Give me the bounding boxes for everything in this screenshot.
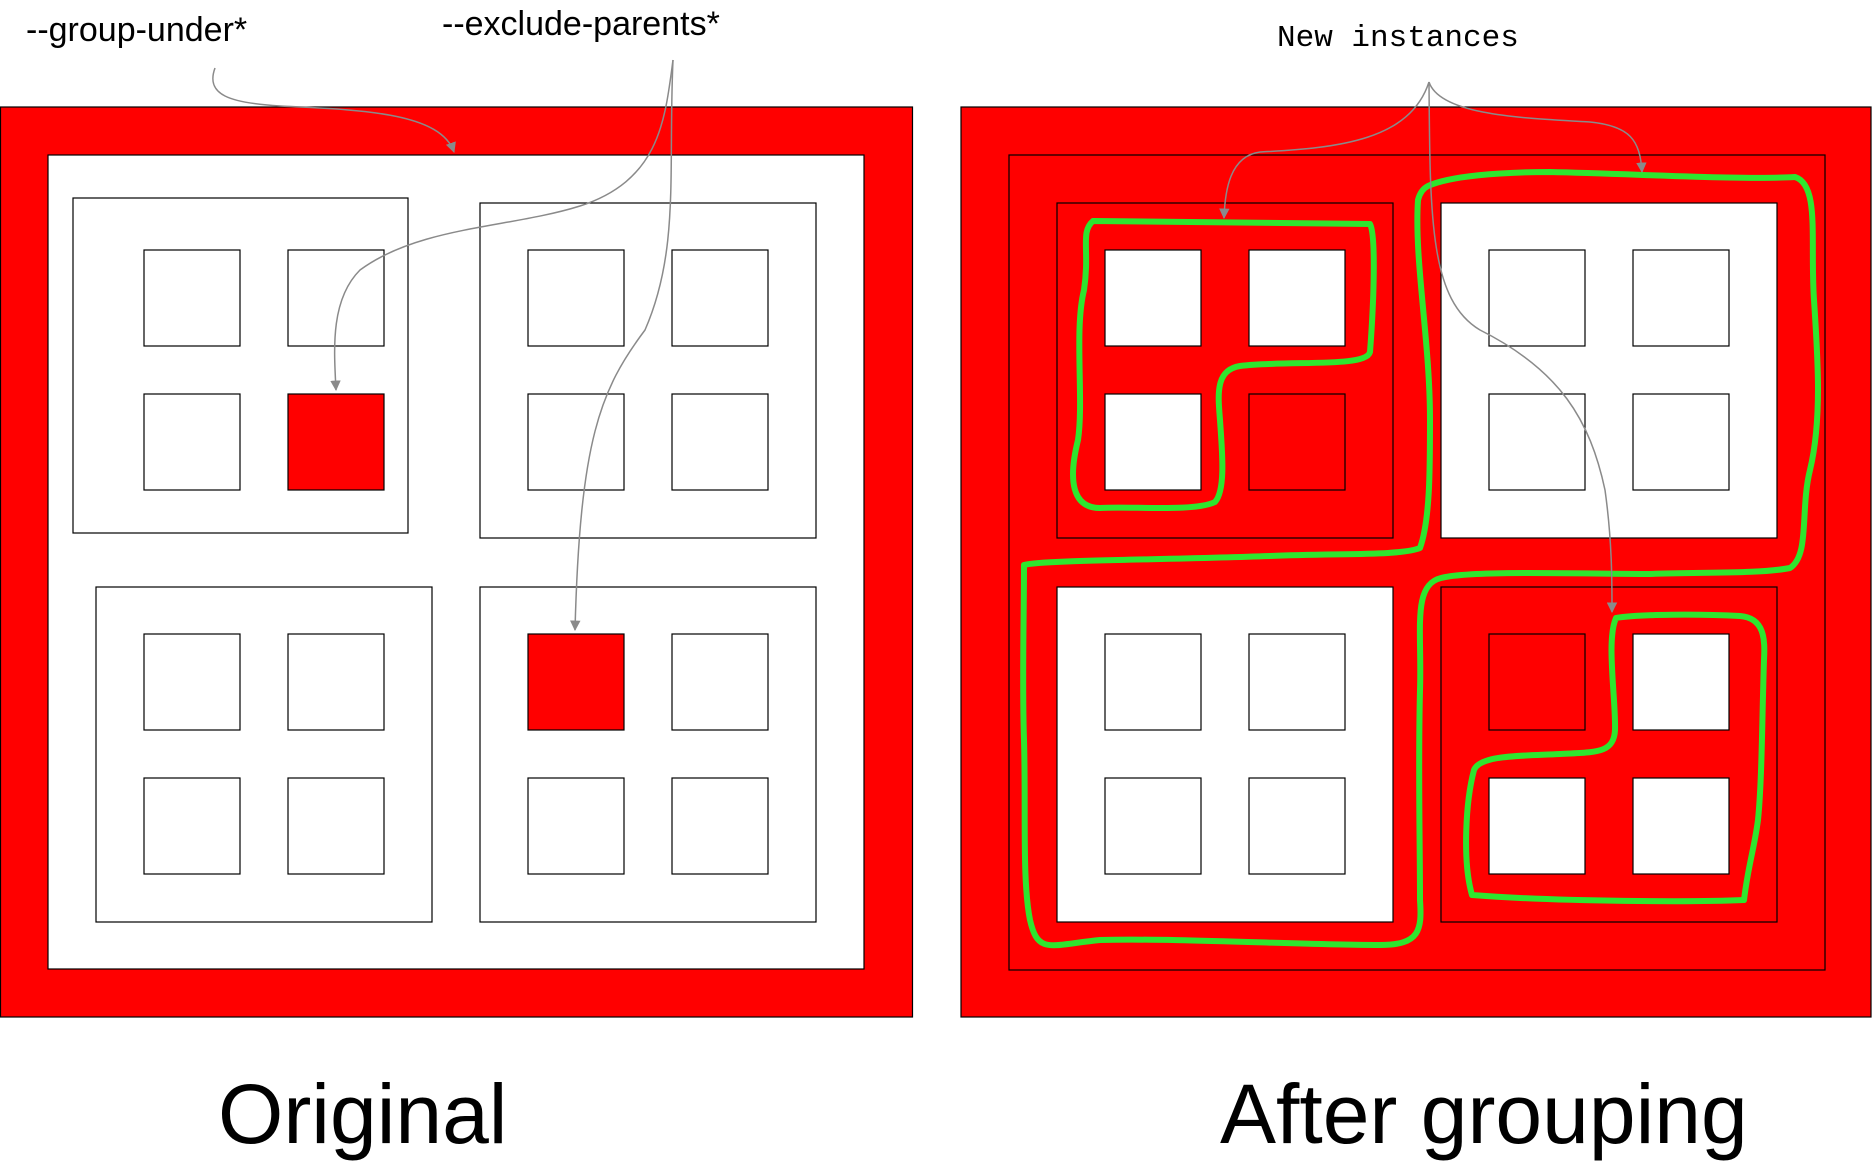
group-under-label: --group-under*: [26, 11, 247, 49]
leaf-instance: [287, 777, 385, 875]
leaf-instance: [527, 777, 625, 875]
leaf-instance: [1488, 777, 1586, 875]
original-group-bottom-left: [95, 586, 433, 923]
after-group-top-right: [1440, 202, 1778, 539]
annotation-arrows: [212, 59, 1647, 632]
original-panel: [0, 106, 914, 1018]
original-group-top-right: [479, 202, 817, 539]
leaf-instance: [1248, 777, 1346, 875]
new-instance-outline-bottom-right: [1463, 611, 1768, 905]
leaf-instance: [1248, 633, 1346, 731]
leaf-instance: [671, 393, 769, 491]
leaf-instance: [671, 633, 769, 731]
leaf-instance-red: [1488, 633, 1586, 731]
leaf-instance: [143, 249, 241, 347]
leaf-instance: [671, 777, 769, 875]
exclude-parents-label: --exclude-parents*: [442, 5, 720, 43]
leaf-instance: [1248, 249, 1346, 347]
leaf-instance: [287, 633, 385, 731]
leaf-instance: [1632, 777, 1730, 875]
leaf-instance: [143, 393, 241, 491]
leaf-instance: [1104, 633, 1202, 731]
leaf-instance: [1488, 393, 1586, 491]
leaf-instance: [527, 393, 625, 491]
leaf-instance: [671, 249, 769, 347]
exclude-parents-arrow-1: [330, 59, 674, 392]
leaf-instance: [143, 777, 241, 875]
leaf-instance: [1488, 249, 1586, 347]
leaf-instance: [1632, 633, 1730, 731]
leaf-instance: [1632, 393, 1730, 491]
leaf-instance: [527, 249, 625, 347]
new-instances-arrow-3: [1428, 81, 1618, 614]
leaf-instance: [143, 633, 241, 731]
exclude-parents-arrow-2: [570, 59, 674, 632]
new-instances-label: New instances: [1277, 21, 1519, 56]
after-grouping-panel: [960, 106, 1872, 1018]
new-instances-arrow-2: [1428, 81, 1647, 174]
leaf-instance: [1104, 777, 1202, 875]
original-caption: Original: [218, 1067, 507, 1161]
after-group-bottom-right: [1440, 586, 1778, 923]
leaf-instance-red: [287, 393, 385, 491]
leaf-instance: [1632, 249, 1730, 347]
leaf-instance-red: [1248, 393, 1346, 491]
after-grouping-caption: After grouping: [1220, 1067, 1748, 1161]
after-group-bottom-left: [1056, 586, 1394, 923]
leaf-instance: [1104, 249, 1202, 347]
group-under-arrow: [212, 67, 456, 153]
new-instance-outline-top-left: [1070, 218, 1377, 511]
leaf-instance: [1104, 393, 1202, 491]
after-level2-instance: [1008, 154, 1826, 971]
original-group-bottom-right: [479, 586, 817, 923]
leaf-instance-red: [527, 633, 625, 731]
new-instances-arrow-1: [1219, 81, 1430, 220]
new-instance-outline-main: [1020, 169, 1821, 949]
original-group-top-left: [72, 197, 409, 534]
